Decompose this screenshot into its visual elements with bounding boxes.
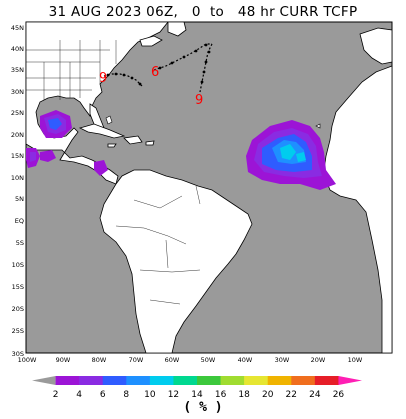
lat-label: 15S (12, 283, 24, 291)
lon-label: 70W (129, 356, 144, 364)
lat-labels: 45N 40N 35N 30N 25N 20N 15N 10N 5N EQ 5S… (11, 24, 24, 358)
lat-label: 25S (12, 327, 24, 335)
colorbar-tick-label: 20 (262, 390, 274, 400)
lat-label: 30N (11, 88, 24, 96)
map-title: 31 AUG 2023 06Z, 0 to 48 hr CURR TCFP (48, 4, 358, 20)
colorbar-segment (267, 376, 292, 385)
lon-labels: 100W 90W 80W 70W 60W 50W 40W 30W 20W 10W (18, 356, 363, 364)
lon-label: 40W (238, 356, 253, 364)
land-africa (323, 65, 393, 354)
colorbar-tick-label: 18 (238, 390, 250, 400)
lon-label: 50W (201, 356, 216, 364)
colorbar-segment (102, 376, 127, 385)
prob-east-atlantic (246, 120, 336, 190)
lat-label: 20S (12, 305, 24, 313)
lat-label: 10S (12, 261, 24, 269)
lon-label: 100W (18, 356, 37, 364)
colorbar-tick-label: 2 (53, 390, 59, 400)
colorbar-tick-label: 14 (191, 390, 203, 400)
colorbar-segment (55, 376, 80, 385)
track-franklin (153, 43, 212, 71)
state-borders (26, 40, 117, 100)
land-hispaniola (123, 135, 143, 145)
lat-label: 5N (15, 195, 24, 203)
lon-label: 90W (56, 356, 71, 364)
lat-label: 40N (11, 45, 24, 53)
lat-label: 5S (16, 239, 24, 247)
colorbar-unit: ( % ) (183, 400, 223, 415)
colorbar-segment (197, 376, 221, 385)
land-islands-east (315, 123, 321, 129)
lat-label: 15N (11, 152, 24, 160)
lat-label: 45N (11, 24, 24, 32)
lat-label: EQ (15, 217, 24, 225)
land-iberia (359, 27, 393, 65)
lon-label: 10W (348, 356, 363, 364)
colorbar-segment (291, 376, 316, 385)
land-bahamas (105, 115, 113, 125)
lon-label: 60W (165, 356, 180, 364)
prob-caribbean (94, 160, 108, 176)
land-south-america (99, 169, 253, 354)
colorbar-segment (149, 376, 174, 385)
colorbar-tick-label: 26 (333, 390, 345, 400)
colorbar-tick-label: 22 (286, 390, 297, 400)
colorbar-tick-label: 10 (144, 390, 156, 400)
land-newfoundland (167, 21, 187, 37)
lon-label: 30W (275, 356, 290, 364)
lat-label: 35N (11, 66, 24, 74)
storm-marker-2: 6 (151, 65, 159, 80)
colorbar-segment (314, 376, 339, 385)
land-puerto-rico (145, 140, 155, 146)
colorbar-tick-label: 24 (309, 390, 321, 400)
colorbar: 2 4 6 8 10 12 14 16 18 20 22 24 26 (32, 376, 362, 400)
colorbar-tick-label: 12 (168, 390, 179, 400)
colorbar-segment (79, 376, 104, 385)
colorbar-tick-label: 16 (215, 390, 227, 400)
lon-label: 20W (311, 356, 326, 364)
colorbar-tick-label: 6 (100, 390, 106, 400)
prob-gulf (40, 110, 72, 138)
track-dots (106, 43, 211, 86)
storm-marker-3: 9 (195, 93, 203, 108)
colorbar-tick-label: 8 (123, 390, 129, 400)
colorbar-tick-label: 4 (76, 390, 82, 400)
lat-label: 25N (11, 109, 24, 117)
land-maritimes (139, 35, 163, 47)
colorbar-segment (244, 376, 269, 385)
lat-label: 30S (12, 350, 24, 358)
lon-label: 80W (92, 356, 107, 364)
colorbar-segment (126, 376, 151, 385)
lat-label: 20N (11, 131, 24, 139)
colorbar-segment (32, 376, 56, 385)
storm-marker-1: 9 (99, 71, 107, 86)
lat-label: 10N (11, 174, 24, 182)
country-borders (115, 185, 201, 305)
land-jamaica (107, 143, 117, 148)
colorbar-segment (173, 376, 198, 385)
track-gert (199, 43, 213, 93)
colorbar-segment (338, 376, 362, 385)
land-cuba (78, 123, 126, 139)
prob-pacific (26, 148, 56, 168)
colorbar-segment (220, 376, 245, 385)
